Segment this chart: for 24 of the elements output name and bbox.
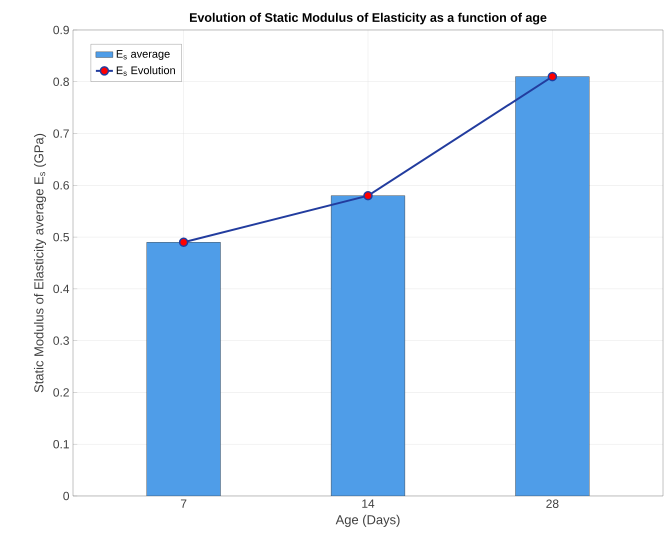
y-tick-label: 0.2 xyxy=(53,388,69,397)
y-tick-label: 0.8 xyxy=(53,78,69,86)
legend-label: E$_{s}$ average xyxy=(116,50,170,60)
x-axis-title: Age (Days) xyxy=(336,514,400,527)
point xyxy=(548,72,558,82)
bar xyxy=(330,195,406,496)
y-tick-label: 0.5 xyxy=(53,232,69,242)
x-tick-label: 7 xyxy=(180,500,186,508)
point xyxy=(363,190,373,200)
legend-label: E$_{s}$ Evolution xyxy=(116,66,175,76)
y-tick-label: 0.3 xyxy=(53,336,69,345)
point xyxy=(178,238,188,248)
x-tick-label: 28 xyxy=(546,500,559,508)
bar xyxy=(146,242,221,496)
y-axis-title: Static Modulus of Elasticity average E$_{s}$ (GPa) xyxy=(34,134,46,392)
chart-title: Evolution of Static Modulus of Elasticity as a function of age xyxy=(190,12,546,24)
y-tick-label: 0.7 xyxy=(53,129,69,138)
y-tick-label: 0.6 xyxy=(53,181,69,190)
y-tick-label: 0.9 xyxy=(53,26,69,34)
y-tick-label: 0 xyxy=(63,492,70,500)
y-tick-label: 0.4 xyxy=(53,284,70,294)
y-tick-label: 0.1 xyxy=(53,440,69,448)
x-tick-label: 14 xyxy=(362,500,374,508)
bar xyxy=(515,76,590,496)
